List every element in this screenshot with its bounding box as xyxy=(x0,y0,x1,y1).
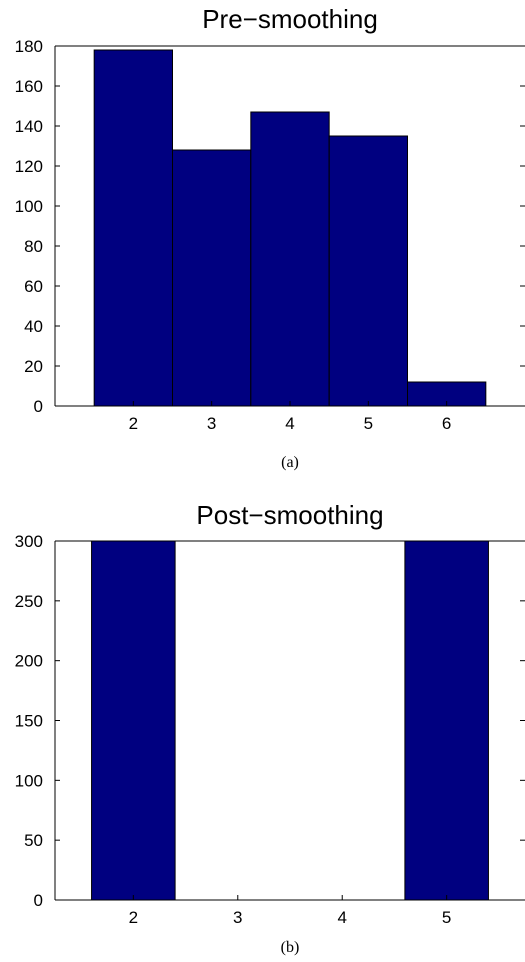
chart-caption: (a) xyxy=(281,454,299,471)
x-tick-label: 2 xyxy=(129,414,138,433)
y-tick-label: 120 xyxy=(15,157,43,176)
x-tick-label: 5 xyxy=(442,908,451,927)
y-tick-label: 300 xyxy=(15,532,43,551)
chart-title: Post−smoothing xyxy=(196,500,383,530)
bar-2 xyxy=(93,49,173,407)
chart-post-smoothing: Post−smoothing 0 50 100 150 200 250 300 2 3 4 5 (… xyxy=(15,500,525,956)
bar-2 xyxy=(91,540,176,901)
x-tick-label: 4 xyxy=(285,414,294,433)
y-tick-label: 250 xyxy=(15,592,43,611)
y-tick-label: 140 xyxy=(15,117,43,136)
y-tick-label: 160 xyxy=(15,77,43,96)
x-ticks: 2 3 4 5 6 xyxy=(129,401,451,433)
y-tick-label: 80 xyxy=(24,237,43,256)
y-tick-label: 0 xyxy=(34,891,43,910)
bars xyxy=(93,49,487,407)
y-ticks: 0 50 100 150 200 250 300 xyxy=(15,532,525,910)
y-tick-label: 180 xyxy=(15,37,43,56)
chart-caption: (b) xyxy=(281,939,300,956)
chart-title: Pre−smoothing xyxy=(202,4,378,34)
x-tick-label: 2 xyxy=(129,908,138,927)
y-tick-label: 60 xyxy=(24,277,43,296)
bars xyxy=(91,540,489,901)
y-tick-label: 20 xyxy=(24,357,43,376)
y-tick-label: 40 xyxy=(24,317,43,336)
y-tick-label: 0 xyxy=(34,397,43,416)
bar-5 xyxy=(328,135,408,407)
bar-5 xyxy=(404,540,489,901)
x-tick-label: 3 xyxy=(207,414,216,433)
bar-4 xyxy=(250,111,330,407)
y-ticks: 0 20 40 60 80 100 120 140 160 180 xyxy=(15,37,525,416)
x-tick-label: 6 xyxy=(442,414,451,433)
bar-3 xyxy=(172,149,252,407)
y-tick-label: 50 xyxy=(24,831,43,850)
y-tick-label: 150 xyxy=(15,712,43,731)
chart-pre-smoothing: Pre−smoothing 0 20 40 60 80 100 120 140 160 180 2… xyxy=(15,4,525,471)
y-tick-label: 200 xyxy=(15,652,43,671)
x-tick-label: 4 xyxy=(337,908,346,927)
x-tick-label: 5 xyxy=(364,414,373,433)
x-tick-label: 3 xyxy=(233,908,242,927)
y-tick-label: 100 xyxy=(15,197,43,216)
x-ticks: 2 3 4 5 xyxy=(129,895,451,927)
y-tick-label: 100 xyxy=(15,771,43,790)
